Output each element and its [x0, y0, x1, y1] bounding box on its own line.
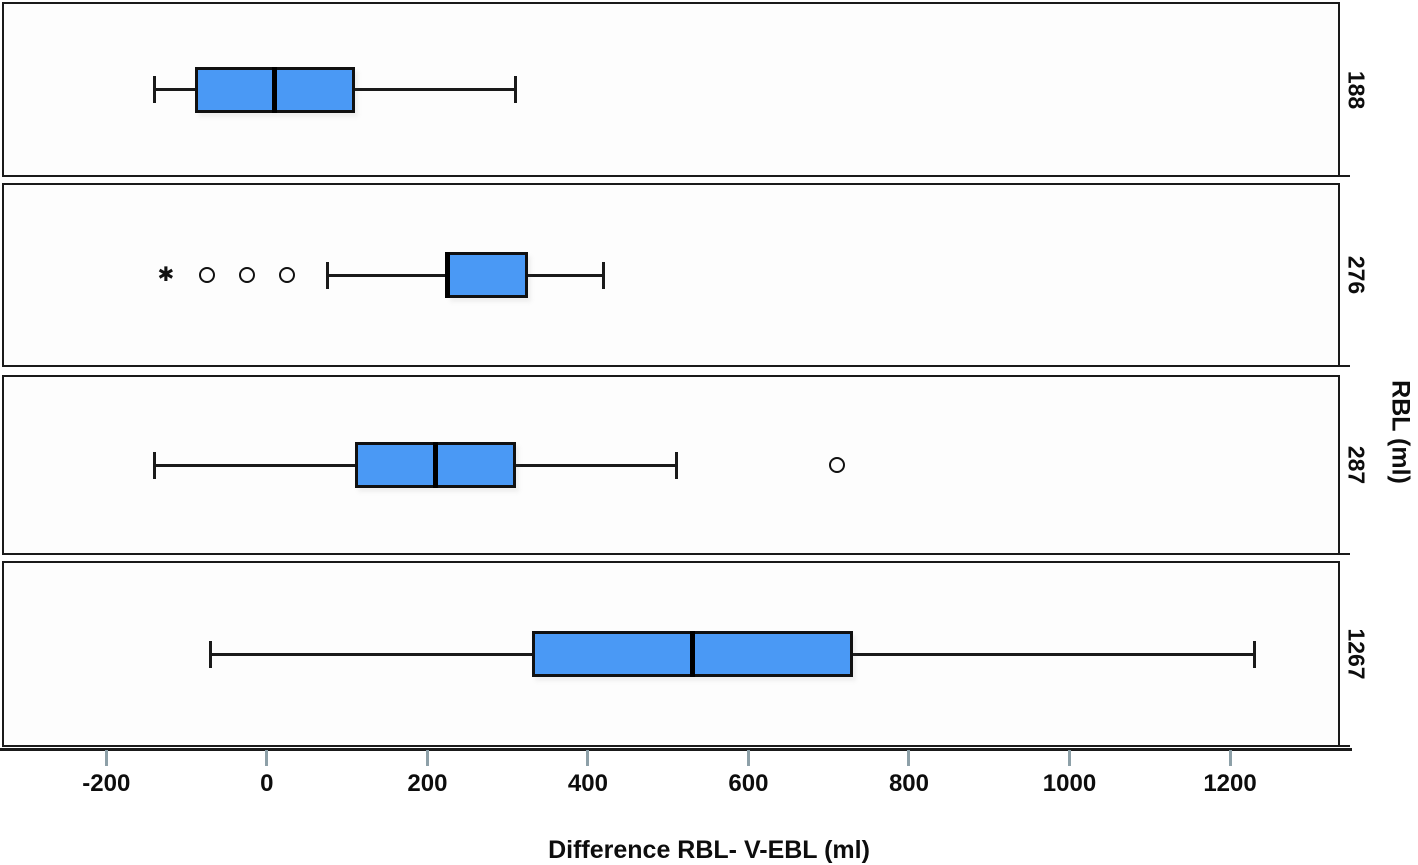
- whisker-cap-high: [514, 76, 518, 103]
- x-axis-tick: [907, 750, 911, 766]
- panel-boundary-tick: [1340, 553, 1350, 555]
- x-tick-label: 200: [407, 770, 448, 797]
- panel-boundary-tick: [1340, 365, 1350, 367]
- x-axis-tick: [104, 750, 108, 766]
- median-line: [432, 442, 438, 488]
- median-line: [689, 631, 695, 677]
- median-line: [272, 66, 278, 113]
- whisker-cap-low: [153, 451, 156, 479]
- y-axis-title: RBL (ml): [1386, 380, 1415, 484]
- x-axis-tick: [1228, 750, 1232, 766]
- panel-label: 287: [1343, 445, 1370, 485]
- whisker-cap-high: [1252, 640, 1256, 668]
- extreme-asterisk-icon: ✱: [157, 264, 175, 286]
- box-iqr: [447, 252, 528, 298]
- panel-boundary-tick: [1340, 175, 1350, 177]
- x-tick-label: 600: [728, 770, 769, 797]
- whisker-cap-low: [325, 261, 329, 289]
- outlier-circle-icon: [238, 267, 255, 283]
- x-axis-tick: [746, 750, 750, 766]
- panel-label: 276: [1343, 255, 1370, 295]
- x-axis-tick: [425, 750, 429, 766]
- whisker-cap-low: [209, 640, 213, 668]
- x-axis-tick: [1068, 750, 1071, 766]
- outlier-circle-icon: [828, 457, 845, 473]
- whisker-cap-high: [674, 451, 678, 479]
- x-tick-label: 800: [888, 770, 929, 797]
- x-axis-tick: [586, 750, 590, 766]
- outlier-circle-icon: [278, 267, 295, 283]
- whisker-cap-low: [153, 76, 156, 103]
- median-line: [444, 252, 450, 298]
- x-tick-label: 1200: [1203, 770, 1257, 797]
- x-tick-label: -200: [82, 770, 131, 797]
- panel: [2, 183, 1340, 367]
- panel-boundary-tick: [1340, 745, 1350, 747]
- x-tick-label: 400: [567, 770, 608, 797]
- x-axis-line: [0, 748, 1352, 751]
- x-axis-title: Difference RBL- V-EBL (ml): [548, 836, 870, 864]
- outlier-circle-icon: [198, 267, 215, 283]
- x-tick-label: 1000: [1042, 770, 1097, 797]
- whisker-cap-high: [602, 261, 606, 289]
- panel-label: 188: [1343, 70, 1370, 109]
- panel-label: 1267: [1343, 628, 1370, 680]
- x-axis-tick: [265, 750, 269, 766]
- x-tick-label: 0: [260, 770, 274, 797]
